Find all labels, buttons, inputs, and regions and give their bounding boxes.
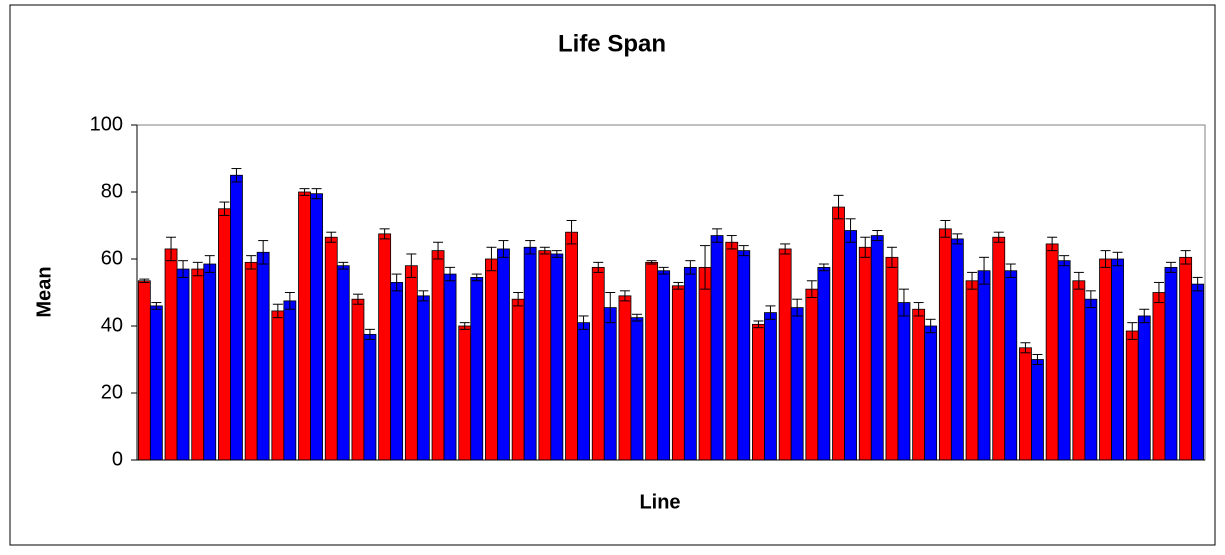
bar <box>778 248 792 461</box>
bar <box>1164 266 1178 461</box>
bar <box>1125 330 1139 461</box>
bar <box>1099 258 1112 461</box>
bar <box>870 235 884 461</box>
bar <box>256 251 270 461</box>
bar <box>1019 347 1032 461</box>
bar <box>336 265 350 461</box>
bar <box>271 310 285 461</box>
bar <box>832 206 845 461</box>
bar <box>950 238 964 461</box>
bar <box>470 277 484 461</box>
bar <box>1004 270 1018 461</box>
bar <box>404 265 418 461</box>
bar <box>149 305 163 461</box>
bar <box>363 333 377 461</box>
bar <box>431 250 445 461</box>
y-tick-label: 80 <box>101 180 123 202</box>
bar <box>164 248 178 461</box>
bar <box>351 298 365 461</box>
bar <box>897 302 911 461</box>
bar <box>710 235 724 461</box>
bar <box>577 322 590 461</box>
y-tick-label: 20 <box>101 381 123 403</box>
bar <box>298 191 311 461</box>
y-tick-label: 40 <box>101 314 123 336</box>
bar <box>443 273 457 461</box>
bar <box>244 261 258 461</box>
y-tick-label: 100 <box>90 113 123 135</box>
y-axis-label: Mean <box>33 266 55 317</box>
bar <box>1084 298 1098 461</box>
bar <box>630 317 644 461</box>
bar <box>938 228 952 461</box>
bar <box>550 253 564 461</box>
bar <box>283 300 297 461</box>
bar <box>1137 315 1151 461</box>
bar <box>538 250 552 461</box>
bar <box>591 266 605 461</box>
bar <box>565 231 578 461</box>
bar <box>416 295 430 461</box>
bar <box>1057 260 1071 461</box>
y-tick-label: 60 <box>101 247 123 269</box>
bar <box>671 285 685 461</box>
bar <box>924 325 938 461</box>
bar <box>1191 283 1205 461</box>
bar <box>805 288 819 461</box>
bar <box>977 270 991 461</box>
bar <box>310 193 323 461</box>
bar <box>858 246 872 461</box>
x-axis-label: Line <box>639 491 680 513</box>
bar <box>1179 256 1193 461</box>
y-tick-label: 0 <box>112 448 123 470</box>
bar <box>390 282 404 461</box>
bar <box>137 280 151 461</box>
bar <box>230 174 243 461</box>
bar <box>218 208 231 461</box>
bar <box>176 268 190 461</box>
bar <box>378 233 392 461</box>
bar <box>511 298 525 461</box>
bar <box>603 307 617 461</box>
bar <box>885 256 899 461</box>
bar <box>790 307 804 461</box>
chart-title: Life Span <box>558 30 666 57</box>
bar <box>965 280 979 461</box>
bar <box>1031 359 1044 461</box>
bar <box>683 266 697 461</box>
bar <box>657 270 671 461</box>
bar <box>485 258 498 461</box>
bar <box>737 250 751 461</box>
bar <box>1045 243 1059 461</box>
bar <box>191 268 205 461</box>
bar <box>203 263 217 461</box>
bar <box>817 266 831 461</box>
bar <box>324 236 338 461</box>
bar <box>698 266 712 461</box>
bar <box>1072 280 1086 461</box>
bar <box>992 236 1006 461</box>
bar <box>523 246 537 461</box>
bar <box>497 248 510 461</box>
bar <box>1111 258 1124 461</box>
bar <box>752 323 765 461</box>
bar <box>645 261 659 461</box>
bar <box>618 295 632 461</box>
bar <box>764 312 777 461</box>
bar <box>844 230 857 461</box>
bar <box>725 241 739 461</box>
bar <box>912 308 926 461</box>
plot-area <box>136 124 1206 461</box>
bar <box>1152 292 1166 461</box>
bar <box>458 325 472 461</box>
